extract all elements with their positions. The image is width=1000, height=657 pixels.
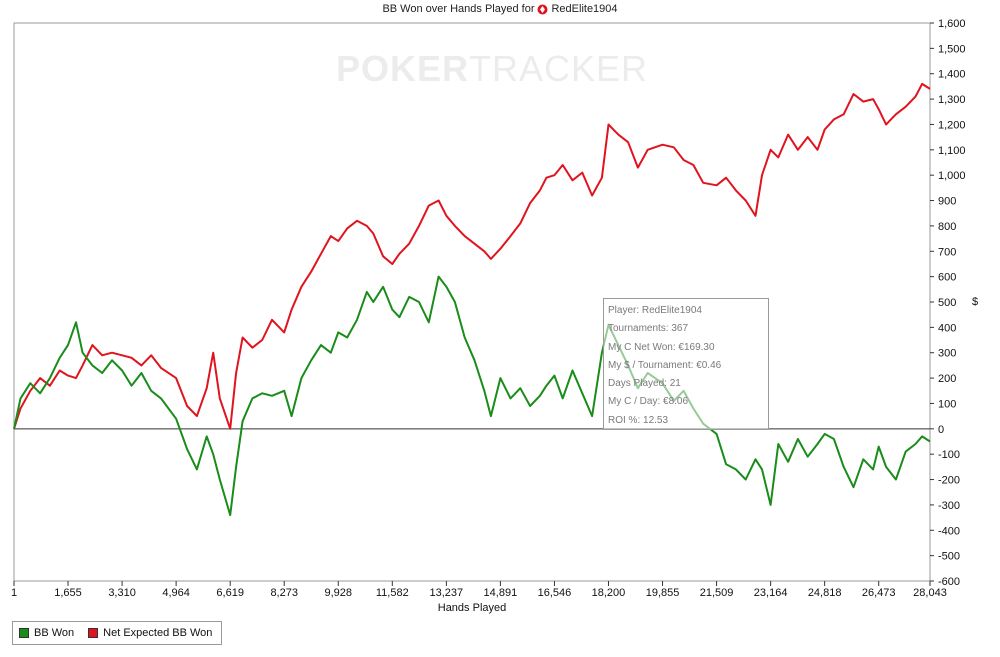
series-layer	[13, 82, 931, 517]
legend-label-net-expected: Net Expected BB Won	[103, 627, 213, 639]
y-axis: -600 -500 -400 -300 -200 -100 0 100 200 300 400 500…	[930, 18, 966, 588]
x-tick-label: 9,928	[325, 587, 353, 599]
watermark-light-text: TRACKER	[469, 48, 649, 89]
series-net-expected-line	[13, 82, 931, 430]
y-tick-label: 1,600	[938, 18, 966, 30]
x-tick-label: 24,818	[808, 587, 842, 599]
y-tick-label: 1,400	[938, 69, 966, 81]
x-axis: 1 1,655 3,310 4,964 6,619 8,273 9,928 11,582 13,…	[11, 581, 947, 599]
legend-swatch-net-expected	[88, 628, 99, 638]
chart-title-player: RedElite1904	[551, 3, 618, 15]
y-tick-label: 200	[938, 373, 956, 385]
x-tick-label: 19,855	[646, 587, 680, 599]
x-tick-label: 26,473	[862, 587, 896, 599]
y-tick-label: 300	[938, 348, 956, 360]
legend-swatch-bb-won	[19, 628, 29, 638]
tooltip-days-played: Days Played: 21	[608, 378, 681, 390]
chart-legend: BB Won Net Expected BB Won	[12, 621, 222, 645]
tooltip-tournaments: Tournaments: 367	[608, 323, 689, 335]
tooltip-player: Player: RedElite1904	[608, 305, 702, 316]
y-tick-label: 100	[938, 398, 956, 410]
x-tick-label: 6,619	[216, 587, 244, 599]
y-tick-label: -500	[938, 551, 960, 563]
x-tick-label: 11,582	[376, 587, 409, 599]
watermark-bold-text: POKER	[336, 48, 470, 89]
tooltip-per-tournament: My $ / Tournament: €0.46	[608, 359, 722, 371]
x-tick-label: 18,200	[592, 587, 626, 599]
x-axis-label: Hands Played	[438, 602, 507, 614]
plot-area	[13, 22, 931, 582]
y-tick-label: 1,300	[938, 94, 966, 106]
y-tick-label: -400	[938, 525, 960, 537]
tooltip-roi: ROI %: 12.53	[608, 414, 669, 426]
y-tick-label: 900	[938, 196, 956, 208]
stats-tooltip: Player: RedElite1904 Tournaments: 367 My…	[603, 298, 769, 430]
poker-site-icon	[537, 4, 548, 14]
x-tick-label: 13,237	[430, 587, 464, 599]
tooltip-per-day: My C / Day: €8.06	[608, 396, 689, 408]
legend-item-net-expected[interactable]: Net Expected BB Won	[88, 627, 212, 639]
x-tick-label: 23,164	[754, 587, 788, 599]
chart-title: BB Won over Hands Played for RedElite190…	[0, 3, 1000, 15]
y-tick-label: 400	[938, 322, 956, 334]
y-tick-label: 500	[938, 297, 956, 309]
y-tick-label: -200	[938, 475, 960, 487]
legend-item-bb-won[interactable]: BB Won	[19, 627, 74, 639]
x-tick-label: 28,043	[913, 587, 947, 599]
y-tick-label: 0	[938, 424, 944, 436]
x-tick-label: 8,273	[270, 587, 298, 599]
x-tick-label: 21,509	[700, 587, 734, 599]
y-tick-label: -100	[938, 449, 960, 461]
tooltip-net-won: My C Net Won: €169.30	[608, 341, 715, 353]
x-tick-label: 3,310	[108, 587, 136, 599]
x-tick-label: 1,655	[54, 587, 82, 599]
y-tick-label: 1,200	[938, 119, 966, 131]
y-tick-label: 700	[938, 246, 956, 258]
plot-border	[13, 22, 931, 582]
chart-title-text: BB Won over Hands Played for	[382, 3, 535, 15]
legend-label-bb-won: BB Won	[34, 627, 75, 639]
y-tick-label: 600	[938, 272, 956, 284]
y-tick-label: 1,500	[938, 43, 966, 55]
y-tick-label: 1,100	[938, 145, 966, 157]
y-tick-label: -300	[938, 500, 960, 512]
x-tick-label: 14,891	[484, 587, 518, 599]
x-tick-label: 16,546	[538, 587, 572, 599]
x-tick-label: 4,964	[162, 587, 190, 599]
pokertracker-watermark: POKERTRACKER	[336, 48, 648, 90]
y-tick-label: -600	[938, 576, 960, 588]
series-bb-won-line	[13, 275, 931, 517]
y-axis-label: $	[972, 296, 978, 308]
y-tick-label: 1,000	[938, 170, 966, 182]
x-tick-label: 1	[11, 587, 17, 599]
y-tick-label: 800	[938, 221, 956, 233]
